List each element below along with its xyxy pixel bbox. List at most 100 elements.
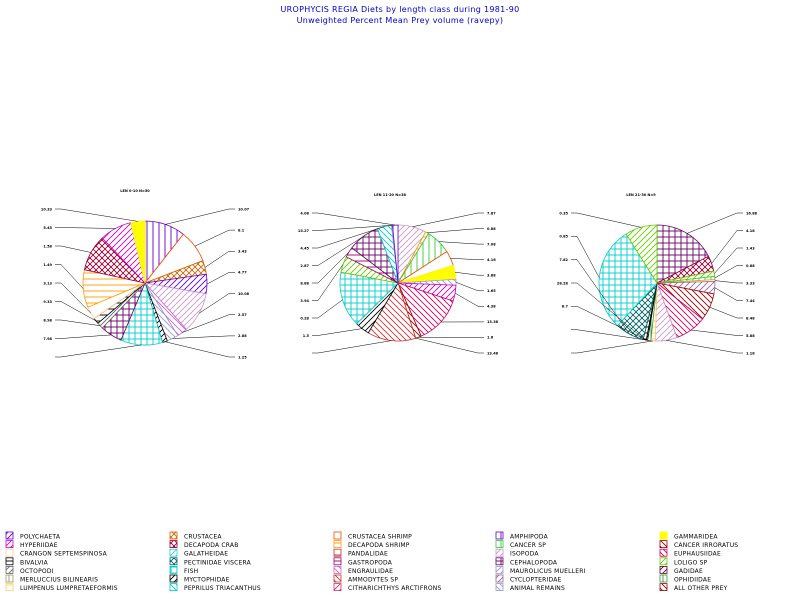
slice-value-label: 8.7 — [562, 305, 569, 309]
slice-value-label: 28.28 — [557, 281, 569, 285]
legend-item: DECAPODA CRAB — [169, 540, 239, 549]
slice-value-label: 3.43 — [238, 250, 247, 254]
pie-chart-2: LEN 11-20 N=38 7.87 0.88 7.08 4.16 3.88 1.65 4.… — [298, 193, 499, 355]
legend-swatch — [5, 540, 14, 548]
slice-value-label: 7.44 — [746, 299, 755, 303]
leader-line — [455, 282, 484, 292]
legend-item: EUPHAUSIIDAE — [659, 548, 721, 558]
legend-item: MYCTOPHIDAE — [169, 574, 229, 584]
legend-item: MERLUCCIUS BILINEARIS — [5, 574, 98, 584]
legend-label: CRUSTACEA — [184, 534, 222, 541]
legend-item: OCTOPODI — [5, 566, 53, 575]
slice-value-label: 0.35 — [559, 211, 568, 215]
chart-title: UROPHYCIS REGIA Diets by length class du… — [280, 5, 519, 14]
slice-value-label: 7.08 — [487, 242, 496, 246]
legend-label: CYCLOPTERIDAE — [510, 577, 562, 584]
legend-label: DECAPODA SHRIMP — [348, 542, 410, 549]
legend-label: BIVALVIA — [20, 559, 49, 566]
leader-line — [182, 314, 235, 333]
slice-value-label: 3.33 — [746, 281, 755, 285]
leader-line — [312, 264, 344, 301]
legend-label: FISH — [184, 568, 198, 575]
slice-value-label: 7.98 — [43, 337, 52, 341]
legend-swatch — [5, 566, 14, 574]
slice-value-label: 2.57 — [238, 313, 247, 317]
leader-line — [571, 259, 630, 335]
slice-value-label: 8.98 — [43, 318, 52, 322]
leader-line — [438, 241, 484, 245]
legend-swatch — [659, 557, 668, 566]
legend-item: CEPHALOPODA — [495, 557, 558, 566]
pie-chart-3: LEN 21-30 N=9 16.88 4.18 1.43 0.88 3.33 7.44 8.… — [557, 193, 758, 355]
leader-line — [690, 329, 743, 336]
legend-swatch — [333, 557, 342, 566]
leader-line — [415, 337, 484, 354]
legend-swatch — [333, 548, 342, 557]
legend-item: PEPRILUS TRIACANTHUS — [169, 583, 261, 592]
legend-swatch — [5, 531, 14, 540]
slice-value-label: 4.45 — [300, 246, 309, 250]
leader-line — [714, 280, 743, 284]
legend-swatch — [169, 583, 178, 591]
legend-item: ANIMAL REMAINS — [495, 583, 565, 592]
leader-line — [55, 208, 138, 222]
leader-line — [714, 265, 743, 279]
legend-label: PANDALIDAE — [348, 551, 388, 558]
leader-line — [55, 245, 92, 253]
leader-line — [55, 301, 97, 322]
legend-item: PANDALIDAE — [333, 548, 388, 558]
slice-value-label: 0.88 — [487, 227, 496, 231]
legend-label: PEPRILUS TRIACANTHUS — [184, 585, 261, 592]
slice-value-label: 7.87 — [487, 211, 496, 215]
legend-label: GADIDAE — [674, 568, 703, 575]
leader-line — [164, 341, 235, 358]
pie-title: LEN 21-30 N=9 — [626, 193, 656, 197]
leader-line — [571, 282, 645, 340]
legend-item: AMPHIPODA — [495, 531, 548, 541]
legend-label: MERLUCCIUS BILINEARIS — [20, 577, 98, 584]
slice-value-label: 5.45 — [43, 226, 52, 230]
slice-value-label: 4.18 — [746, 229, 755, 233]
leader-line — [426, 228, 484, 234]
legend-item: LOLIGO SP — [659, 557, 707, 566]
slice-value-label: 5.88 — [746, 334, 755, 338]
legend-swatch — [333, 566, 342, 574]
slice-value-label: 8.1 — [238, 228, 245, 232]
legend-item: GASTROPODA — [333, 557, 393, 566]
slice-value-label: 1.58 — [43, 244, 52, 248]
leader-line — [666, 340, 743, 354]
legend-swatch — [5, 548, 14, 557]
legend-label: DECAPODA CRAB — [184, 542, 239, 549]
pie-chart-1: LEN 0-10 N=50 10.07 8.1 3.43 4.77 10.08 2.57 2.… — [41, 189, 250, 359]
leader-line — [312, 212, 396, 226]
leader-line — [55, 334, 112, 339]
slice-value-label: 10.08 — [238, 292, 250, 296]
legend-swatch — [5, 557, 14, 566]
legend-swatch — [495, 566, 504, 574]
legend-item: LUMPENUS LUMPRETAEFORMIS — [5, 583, 118, 592]
legend-swatch — [333, 574, 342, 583]
slice-value-label: 0.88 — [746, 264, 755, 268]
legend-swatch — [495, 583, 504, 591]
slice-value-label: 0.28 — [300, 316, 309, 320]
leader-line — [571, 236, 600, 278]
legend-label: CRANGON SEPTEMSPINOSA — [20, 551, 108, 558]
legend-item: CRANGON SEPTEMSPINOSA — [5, 548, 108, 558]
slice-value-label: 0.85 — [559, 235, 568, 239]
leader-line — [199, 293, 235, 314]
slice-value-label: 8.88 — [300, 281, 309, 285]
legend-item: CRUSTACEA — [169, 531, 222, 541]
legend-label: POLYCHAETA — [20, 534, 61, 541]
slice-value-label: 7.82 — [559, 258, 568, 262]
pie-title: LEN 11-20 N=38 — [374, 193, 406, 197]
leader-line — [450, 258, 484, 260]
slice-value-label: 15.27 — [298, 229, 310, 233]
legend-swatch — [495, 574, 504, 583]
legend-label: ANIMAL REMAINS — [510, 585, 565, 592]
leader-line — [312, 226, 385, 249]
slice-value-label: 13.48 — [487, 351, 499, 355]
legend-label: ALL OTHER PREY — [674, 585, 728, 592]
legend-item: CANCER IRRORATUS — [659, 540, 738, 549]
leader-line — [711, 230, 743, 264]
legend-item: CITHARICHTHYS ARCTIFRONS — [333, 583, 441, 592]
